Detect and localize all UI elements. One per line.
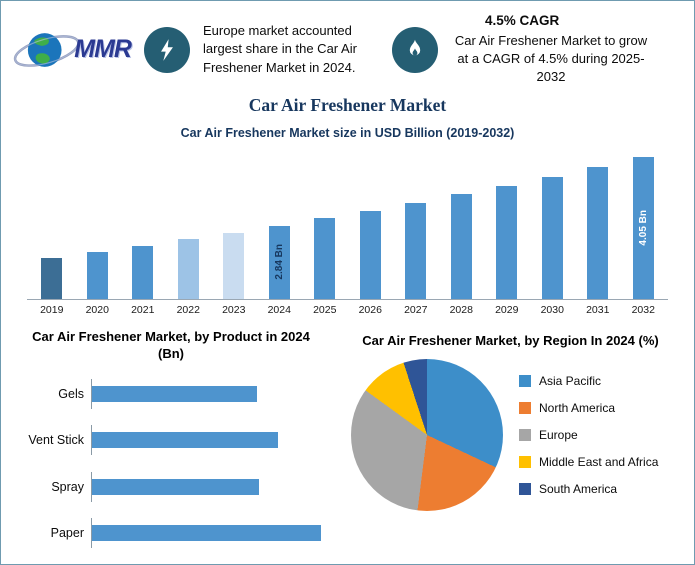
cagr-text: Car Air Freshener Market to grow at a CA…: [451, 32, 651, 87]
x-axis-label: 2020: [75, 304, 121, 316]
bar-column: [530, 150, 576, 299]
x-axis-label: 2021: [120, 304, 166, 316]
x-axis-label: 2032: [621, 304, 667, 316]
bottom-charts: Car Air Freshener Market, by Product in …: [1, 328, 694, 564]
right-callout: 4.5% CAGR Car Air Freshener Market to gr…: [451, 13, 651, 87]
page-title: Car Air Freshener Market: [1, 95, 694, 116]
bar-value-label: 4.05 Bn: [638, 210, 649, 246]
product-bar-track: [91, 518, 331, 548]
legend-label: North America: [539, 401, 615, 415]
bar-gels: [92, 386, 257, 402]
bar-2023: [223, 233, 244, 299]
legend-item: South America: [519, 482, 658, 496]
bar-2031: [587, 167, 608, 299]
legend-swatch: [519, 456, 531, 468]
bar-2025: [314, 218, 335, 299]
legend-label: Asia Pacific: [539, 374, 601, 388]
legend-swatch: [519, 429, 531, 441]
product-row: Paper: [11, 518, 331, 548]
bar-column: [166, 150, 212, 299]
product-label: Spray: [11, 480, 91, 494]
bar-column: 2.84 Bn: [257, 150, 303, 299]
bar-2026: [360, 211, 381, 299]
legend-label: South America: [539, 482, 617, 496]
product-bar-track: [91, 425, 331, 455]
bar-2030: [542, 177, 563, 299]
bar-column: [75, 150, 121, 299]
legend-swatch: [519, 402, 531, 414]
bar-column: [211, 150, 257, 299]
logo-text: MMR: [74, 35, 131, 64]
legend-item: North America: [519, 401, 658, 415]
bar-2027: [405, 203, 426, 299]
bar-plot-area: 2.84 Bn 4.05 Bn: [27, 150, 668, 300]
flame-icon: [392, 27, 438, 73]
infographic-frame: MMR Europe market accounted largest shar…: [0, 0, 695, 565]
bar-column: [348, 150, 394, 299]
bar-value-label: 2.84 Bn: [274, 244, 285, 280]
product-row: Vent Stick: [11, 425, 331, 455]
region-legend: Asia Pacific North America Europe Middle Ea…: [519, 374, 658, 496]
bar-2022: [178, 239, 199, 299]
legend-swatch: [519, 375, 531, 387]
bar-column: [393, 150, 439, 299]
bar-2019: [41, 258, 62, 299]
bar-vent-stick: [92, 432, 278, 448]
x-axis-label: 2028: [439, 304, 485, 316]
x-axis-label: 2022: [166, 304, 212, 316]
product-label: Paper: [11, 526, 91, 540]
bar-chart-title: Car Air Freshener Market size in USD Bil…: [27, 126, 668, 140]
x-axis-label: 2019: [29, 304, 75, 316]
x-axis-label: 2029: [484, 304, 530, 316]
bar-2032: 4.05 Bn: [633, 157, 654, 299]
left-callout-text: Europe market accounted largest share in…: [203, 22, 379, 79]
bar-column: [439, 150, 485, 299]
legend-item: Middle East and Africa: [519, 455, 658, 469]
region-chart: Car Air Freshener Market, by Region In 2…: [331, 328, 694, 564]
bar-2021: [132, 246, 153, 299]
lightning-icon: [144, 27, 190, 73]
product-row: Spray: [11, 472, 331, 502]
market-size-chart: Car Air Freshener Market size in USD Bil…: [27, 126, 668, 316]
region-chart-title: Car Air Freshener Market, by Region In 2…: [361, 332, 661, 350]
x-axis-label: 2023: [211, 304, 257, 316]
x-axis-label: 2030: [530, 304, 576, 316]
bar-2020: [87, 252, 108, 299]
product-row: Gels: [11, 379, 331, 409]
bar-2028: [451, 194, 472, 299]
product-bar-track: [91, 379, 331, 409]
pie-row: Asia Pacific North America Europe Middle Ea…: [337, 359, 684, 511]
cagr-title: 4.5% CAGR: [451, 13, 651, 28]
bar-x-axis: 2019202020212022202320242025202620272028…: [27, 304, 668, 316]
header: MMR Europe market accounted largest shar…: [1, 1, 694, 87]
bar-2029: [496, 186, 517, 299]
product-label: Gels: [11, 387, 91, 401]
product-bar-track: [91, 472, 331, 502]
bar-column: [302, 150, 348, 299]
bar-column: [29, 150, 75, 299]
x-axis-label: 2031: [575, 304, 621, 316]
bar-spray: [92, 479, 259, 495]
x-axis-label: 2027: [393, 304, 439, 316]
bar-paper: [92, 525, 321, 541]
product-label: Vent Stick: [11, 433, 91, 447]
region-pie: [351, 359, 503, 511]
product-plot-area: Gels Vent Stick Spray Paper: [11, 371, 331, 557]
bar-column: [120, 150, 166, 299]
bar-column: 4.05 Bn: [621, 150, 667, 299]
legend-label: Europe: [539, 428, 578, 442]
bar-column: [575, 150, 621, 299]
legend-swatch: [519, 483, 531, 495]
legend-label: Middle East and Africa: [539, 455, 658, 469]
bar-column: [484, 150, 530, 299]
x-axis-label: 2025: [302, 304, 348, 316]
x-axis-label: 2024: [257, 304, 303, 316]
product-chart: Car Air Freshener Market, by Product in …: [1, 328, 331, 564]
mmr-logo: MMR: [13, 24, 131, 76]
legend-item: Asia Pacific: [519, 374, 658, 388]
legend-item: Europe: [519, 428, 658, 442]
bar-2024: 2.84 Bn: [269, 226, 290, 299]
x-axis-label: 2026: [348, 304, 394, 316]
product-chart-title: Car Air Freshener Market, by Product in …: [26, 328, 316, 363]
